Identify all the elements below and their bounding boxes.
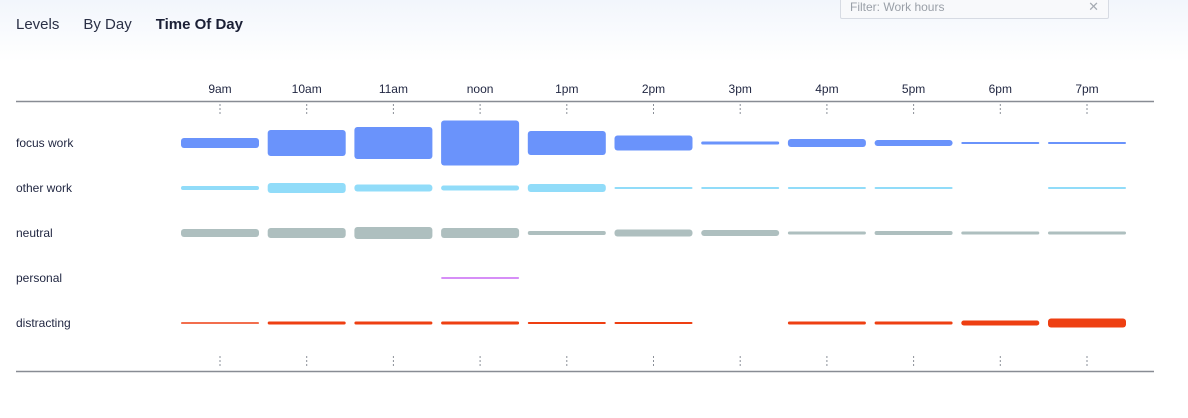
cell-bar — [441, 321, 520, 325]
cell-bar — [787, 187, 866, 189]
cell-bar — [441, 228, 520, 238]
cell-bar — [701, 141, 780, 145]
hour-tick-label: 2pm — [642, 82, 665, 96]
cell-bar — [787, 139, 866, 147]
filter-box: ✕ — [840, 0, 1109, 19]
cell-bar — [787, 321, 866, 325]
cell-bar — [874, 187, 953, 189]
row-label: other work — [16, 181, 73, 195]
cell-bar — [961, 231, 1040, 235]
cell-bar — [354, 227, 433, 239]
view-tabs: Levels By Day Time Of Day — [16, 16, 243, 33]
cell-bar — [874, 321, 953, 325]
hour-tick-label: 5pm — [902, 82, 925, 96]
cell-bar — [701, 187, 780, 189]
hour-tick-label: 3pm — [729, 82, 752, 96]
cell-bar — [614, 135, 693, 151]
hour-tick-label: 4pm — [815, 82, 838, 96]
hour-tick-label: 1pm — [555, 82, 578, 96]
cell-bar — [354, 184, 433, 192]
cell-bar — [527, 131, 606, 155]
cell-bar — [961, 320, 1040, 326]
hour-tick-label: 7pm — [1075, 82, 1098, 96]
hour-tick-label: 9am — [208, 82, 231, 96]
cell-bar — [267, 183, 346, 193]
cell-bar — [614, 229, 693, 237]
hour-tick-label: 10am — [292, 82, 322, 96]
cell-bar — [1048, 142, 1126, 144]
cell-bar — [267, 321, 346, 325]
cell-bar — [614, 187, 693, 189]
cell-bar — [267, 130, 346, 156]
cell-bar — [181, 322, 259, 324]
cell-bar — [1048, 231, 1126, 235]
cell-bar — [527, 184, 606, 192]
hour-tick-label: noon — [467, 82, 494, 96]
cell-bar — [961, 142, 1040, 144]
cell-bar — [181, 229, 259, 237]
cell-bar — [874, 140, 953, 146]
filter-input[interactable] — [850, 0, 1080, 14]
cell-bar — [354, 127, 433, 159]
cell-bar — [181, 186, 259, 190]
cell-bar — [354, 321, 433, 325]
cell-bar — [441, 120, 520, 166]
tab-levels[interactable]: Levels — [16, 16, 60, 33]
row-label: focus work — [16, 136, 74, 150]
hour-tick-label: 6pm — [989, 82, 1012, 96]
cell-bar — [1048, 187, 1126, 189]
cell-bar — [441, 277, 520, 279]
row-label: personal — [16, 271, 62, 285]
cell-bar — [874, 231, 953, 235]
cell-bar — [701, 230, 780, 236]
cell-bar — [527, 231, 606, 235]
cell-bar — [614, 322, 693, 324]
row-label: distracting — [16, 316, 71, 330]
cell-bar — [267, 228, 346, 238]
cell-bar — [527, 322, 606, 324]
tab-time-of-day[interactable]: Time Of Day — [155, 16, 243, 33]
tab-by-day[interactable]: By Day — [83, 16, 132, 33]
cell-bar — [787, 231, 866, 235]
cell-bar — [181, 138, 259, 148]
cell-bar — [441, 185, 520, 191]
close-icon[interactable]: ✕ — [1088, 0, 1099, 14]
cell-bar — [1048, 318, 1126, 328]
hour-tick-label: 11am — [379, 82, 408, 96]
row-label: neutral — [16, 226, 53, 240]
